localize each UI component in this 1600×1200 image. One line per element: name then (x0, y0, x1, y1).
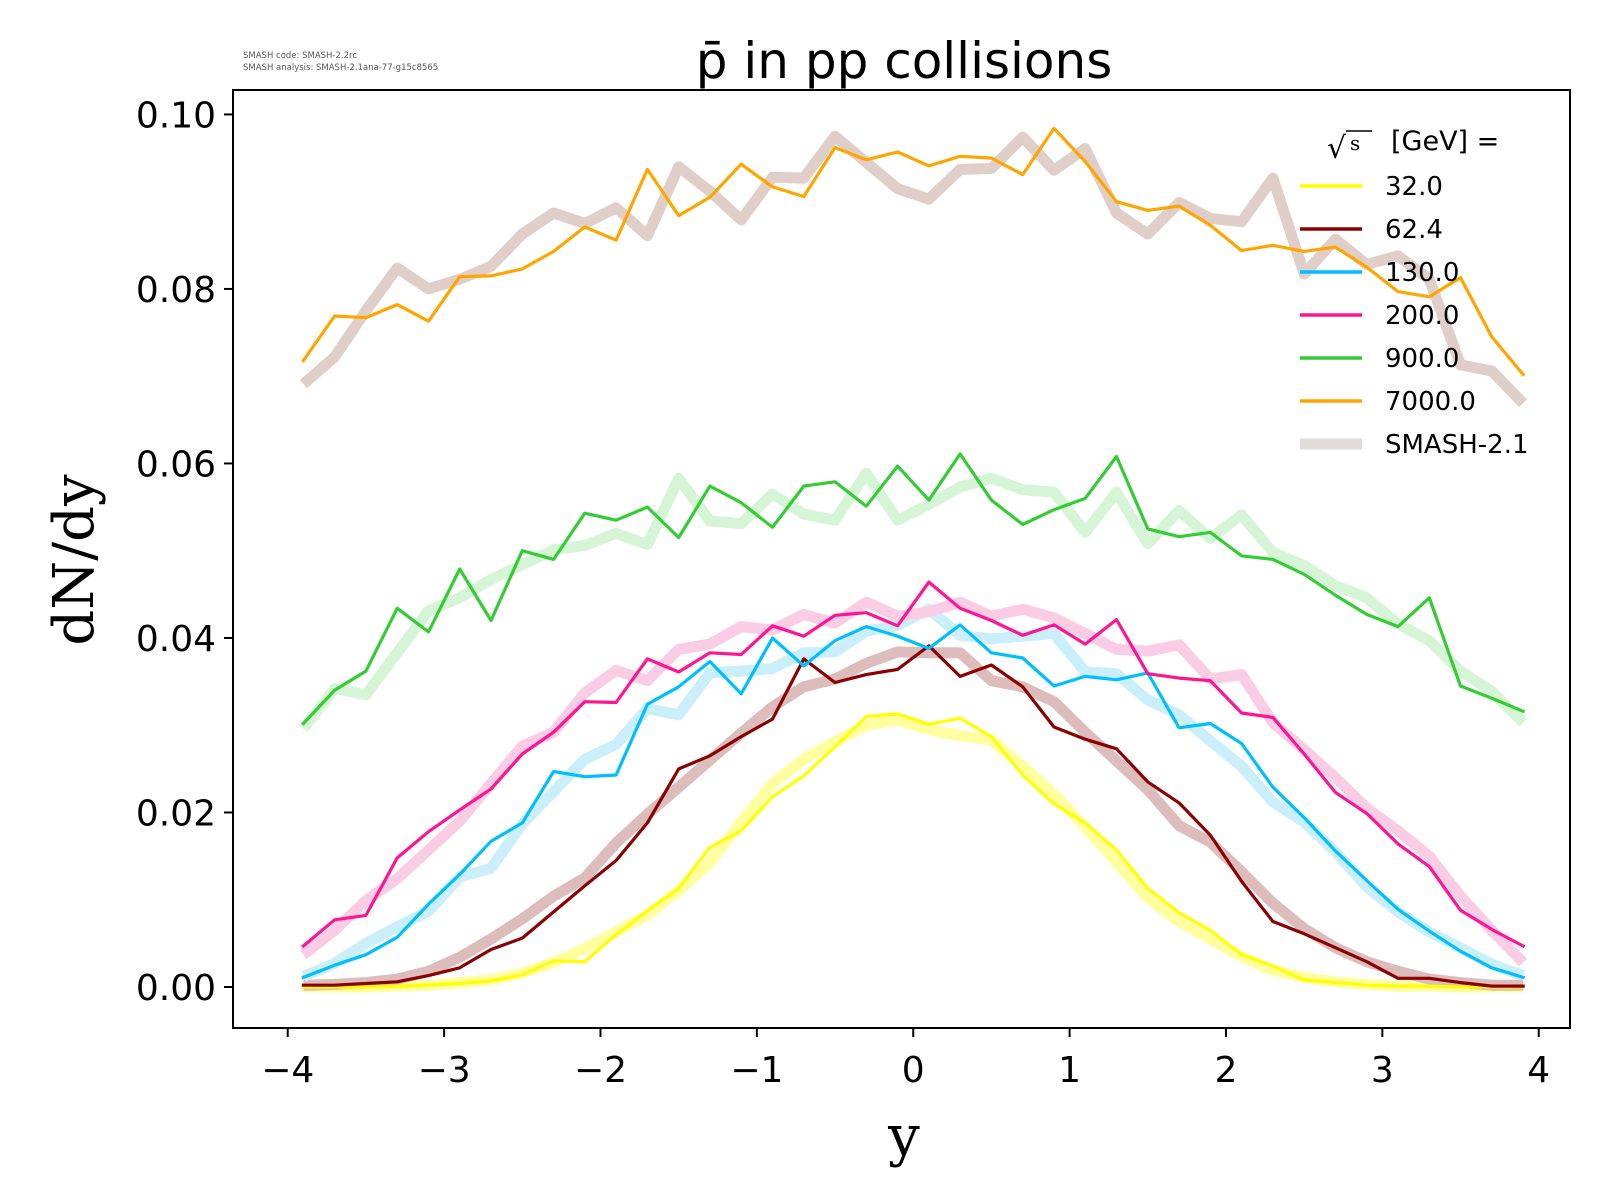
reference-line-smash-2-1-7000-0 (299, 130, 1528, 408)
legend-label-32-0: 32.0 (1385, 172, 1443, 202)
legend: √ s [GeV] = 32.0 62.4 130.0 200.0 900.0 7000.… (1300, 126, 1529, 460)
reference-line-smash-2-1-200-0 (300, 596, 1528, 967)
legend-header: [GeV] = (1391, 126, 1499, 157)
legend-label-62-4: 62.4 (1385, 215, 1443, 245)
series-line-62-4 (301, 644, 1525, 988)
series-line-130-0 (301, 623, 1526, 980)
y-tick-label: 0.04 (136, 619, 216, 660)
x-tick-label: −4 (261, 1050, 314, 1091)
series-line-32-0 (301, 712, 1525, 989)
meta-line-analysis: SMASH analysis: SMASH-2.1ana-77-g15c8565 (243, 63, 438, 73)
legend-label-130-0: 130.0 (1385, 258, 1459, 288)
x-tick-label: −2 (574, 1050, 627, 1091)
series-line-7000-0 (301, 126, 1526, 377)
x-tick-label: −3 (418, 1050, 471, 1091)
x-tick-label: 3 (1371, 1050, 1394, 1091)
legend-label-200-0: 200.0 (1385, 301, 1459, 331)
legend-label-900-0: 900.0 (1385, 344, 1459, 374)
legend-sqrt-s: s (1350, 131, 1360, 155)
x-tick-label: 2 (1215, 1050, 1238, 1091)
y-tick-label: 0.08 (136, 270, 216, 311)
y-tick-label: 0.00 (136, 968, 216, 1009)
x-axis-title: y (887, 1104, 920, 1169)
meta-line-code: SMASH code: SMASH-2.2rc (243, 51, 357, 61)
reference-line-smash-2-1-62-4 (303, 646, 1524, 991)
y-tick-label: 0.10 (136, 95, 216, 136)
y-axis-title: dN/dy (42, 474, 107, 646)
legend-entries: 32.0 62.4 130.0 200.0 900.0 7000.0 SMASH-2.1 (1300, 172, 1529, 460)
legend-label-7000-0: 7000.0 (1385, 387, 1476, 417)
series-layer (299, 126, 1528, 993)
legend-label-smash-2-1: SMASH-2.1 (1385, 430, 1529, 460)
x-tick-label: 0 (902, 1050, 925, 1091)
reference-line-smash-2-1-900-0 (299, 467, 1527, 733)
axes-layer: −4 −3 −2 −1 0 1 2 3 4 0.00 0.02 0.04 0.06 0.08 0.10 (136, 95, 1550, 1091)
x-tick-label: 1 (1058, 1050, 1081, 1091)
series-line-900-0 (301, 452, 1526, 726)
series-line-200-0 (301, 580, 1526, 949)
chart-title: p̄ in pp collisions (696, 32, 1113, 90)
y-tick-label: 0.02 (136, 793, 216, 834)
plot-frame (232, 89, 1571, 1029)
x-tick-label: 4 (1527, 1050, 1550, 1091)
y-tick-label: 0.06 (136, 444, 216, 485)
x-tick-label: −1 (730, 1050, 783, 1091)
legend-sqrt-sign: √ (1327, 131, 1347, 166)
